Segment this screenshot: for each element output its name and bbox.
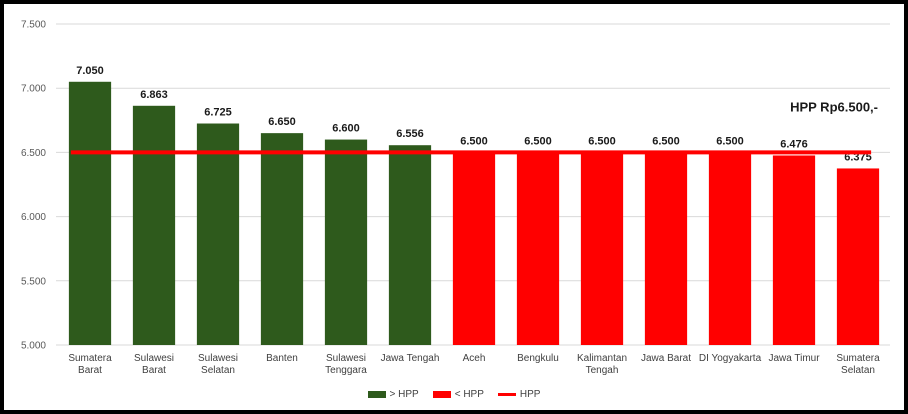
legend-swatch-line	[497, 393, 516, 396]
bar	[580, 152, 624, 345]
data-label: 6.600	[332, 123, 360, 135]
category-label: DI Yogyakarta	[699, 353, 762, 364]
bar	[388, 145, 432, 345]
legend-swatch-above	[367, 391, 386, 398]
bar	[708, 152, 752, 345]
legend-label-line: HPP	[519, 389, 541, 400]
bars	[68, 81, 880, 345]
bar	[68, 81, 112, 345]
y-tick-label: 5.000	[21, 341, 46, 352]
data-label: 6.725	[204, 107, 232, 119]
category-label: Jawa Barat	[641, 353, 691, 364]
bar	[260, 133, 304, 345]
data-label: 6.556	[396, 128, 424, 140]
legend-item-hpp-line: HPP	[497, 389, 541, 400]
data-label: 6.500	[652, 135, 680, 147]
data-label: 6.863	[140, 89, 168, 101]
category-label: Jawa Tengah	[381, 353, 440, 364]
category-label: Sulawesi Tenggara	[325, 353, 367, 376]
category-label: Sulawesi Barat	[134, 353, 174, 376]
bar	[772, 155, 816, 345]
y-tick-label: 6.500	[21, 148, 46, 159]
category-label: Bengkulu	[517, 353, 559, 364]
legend-label-above: > HPP	[389, 389, 419, 400]
data-label: 6.500	[716, 135, 744, 147]
data-label: 6.500	[460, 135, 488, 147]
data-label: 6.650	[268, 116, 296, 128]
legend-label-below: < HPP	[454, 389, 484, 400]
bar	[836, 168, 880, 345]
bar	[644, 152, 688, 345]
hpp-annotation: HPP Rp6.500,-	[790, 99, 878, 114]
y-tick-label: 6.000	[21, 212, 46, 223]
category-label: Sumatera Selatan	[836, 353, 880, 376]
data-label: 6.375	[844, 151, 872, 163]
y-tick-label: 7.000	[21, 84, 46, 95]
category-label: Jawa Timur	[768, 353, 820, 364]
bar	[324, 139, 368, 345]
bar	[196, 123, 240, 345]
data-label: 7.050	[76, 65, 104, 77]
bar	[132, 105, 176, 345]
category-label: Kalimantan Tengah	[577, 353, 627, 376]
data-label: 6.476	[780, 138, 808, 150]
bar	[452, 152, 496, 345]
legend-swatch-below	[432, 391, 451, 398]
legend-item-below-hpp: < HPP	[432, 389, 484, 400]
category-label: Sulawesi Selatan	[198, 353, 238, 376]
category-label: Aceh	[463, 353, 486, 364]
y-axis-ticks: 5.000 5.500 6.000 6.500 7.000 7.500	[21, 20, 46, 352]
legend: > HPP < HPP HPP	[0, 389, 908, 400]
x-axis-categories: Sumatera Barat Sulawesi Barat Sulawesi Selata…	[68, 353, 880, 376]
legend-item-above-hpp: > HPP	[367, 389, 419, 400]
category-label: Banten	[266, 353, 298, 364]
data-labels: 7.050 6.863 6.725 6.650 6.600 6.556 6.500 6.500…	[76, 65, 872, 164]
bar	[516, 152, 560, 345]
y-tick-label: 7.500	[21, 20, 46, 31]
data-label: 6.500	[588, 135, 616, 147]
category-label: Sumatera Barat	[68, 353, 112, 376]
y-tick-label: 5.500	[21, 276, 46, 287]
data-label: 6.500	[524, 135, 552, 147]
